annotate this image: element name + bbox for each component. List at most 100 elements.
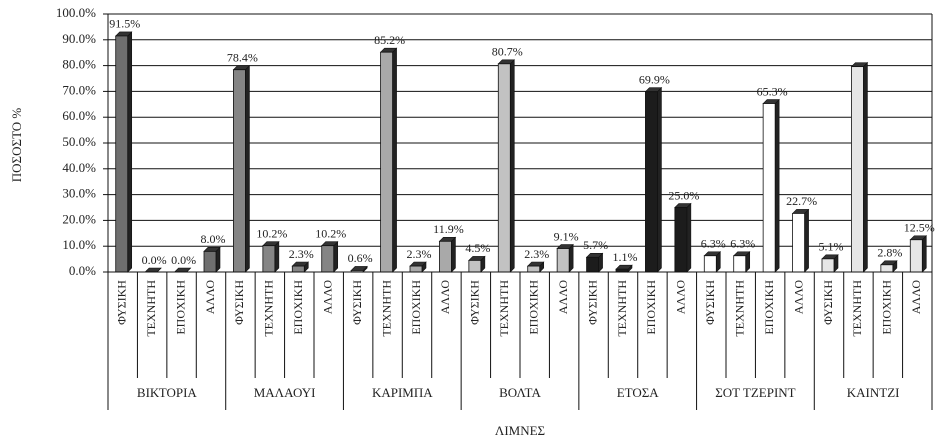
group-label: ΒΙΚΤΟΡΙΑ [137,385,197,400]
x-tick-label: ΦΥΣΙΚΗ [468,280,482,325]
bar [703,255,717,273]
data-label: 2.3% [289,247,314,261]
x-axis-label: ΛΙΜΝΕΣ [495,423,545,438]
bar [233,69,246,273]
bar-side [863,61,868,273]
bar [762,103,776,273]
x-tick-label: ΕΠΟΧΙΚΗ [526,280,540,335]
x-tick-label: ΦΥΣΙΚΗ [821,280,835,325]
x-tick-label: ΕΠΟΧΙΚΗ [173,280,187,335]
bar-side [657,86,662,273]
data-label: 25.0% [668,188,699,202]
data-label: 11.9% [433,222,464,236]
bar [792,213,805,273]
x-tick-label: ΑΛΛΟ [909,280,923,315]
data-label: 80.7% [492,45,523,59]
bar-side [274,240,280,273]
x-tick-label: ΑΛΛΟ [320,280,334,315]
x-tick-label: ΦΥΣΙΚΗ [585,280,599,325]
x-tick-label: ΕΠΟΧΙΚΗ [762,280,776,335]
bar-top [173,267,192,273]
bar-side [774,98,780,273]
data-label: 22.7% [786,194,817,208]
data-label: 1.1% [613,250,638,264]
group-label: ΚΑΡΙΜΠΑ [372,385,433,400]
data-label: 78.4% [227,50,258,64]
group-label: ΜΑΛΑΟΥΙ [254,385,316,400]
data-label: 5.7% [583,238,608,252]
x-tick-label: ΑΛΛΟ [438,280,452,315]
x-tick-label: ΤΕΧΝΗΤΗ [379,280,393,337]
data-label: 9.1% [554,229,579,243]
bar [733,255,747,273]
bar [291,265,305,273]
bar [321,245,335,273]
bar-side [509,59,515,273]
data-label: 0.0% [142,253,167,267]
y-tick-label: 40.0% [62,160,96,175]
group-label: ΣΟΤ ΤΖΕΡΙΝΤ [715,385,795,400]
bar-side [921,235,927,273]
bar [527,265,541,273]
data-label: 2.3% [407,247,432,261]
x-tick-label: ΕΠΟΧΙΚΗ [880,280,894,335]
x-tick-label: ΤΕΧΝΗΤΗ [144,280,158,337]
bar [645,91,658,273]
bar-side [451,236,456,273]
data-label: 10.2% [315,226,346,240]
bar [909,239,923,273]
bar [821,258,835,273]
bar [880,264,894,273]
bar-side [686,202,692,273]
x-tick-label: ΑΛΛΟ [791,280,805,315]
data-label: 10.2% [256,226,287,240]
bar-side [568,243,574,273]
bar-top [144,267,162,273]
data-label: 4.5% [465,241,490,255]
data-label: 2.3% [524,247,549,261]
y-tick-label: 60.0% [62,108,96,123]
data-label: 12.5% [904,221,935,235]
y-tick-label: 70.0% [62,82,96,97]
bar [262,245,276,273]
y-tick-label: 0.0% [69,263,96,278]
data-label: 8.0% [201,232,226,246]
x-tick-label: ΤΕΧΝΗΤΗ [262,280,276,337]
x-tick-label: ΤΕΧΝΗΤΗ [497,280,511,337]
bar-side [333,240,339,273]
x-tick-label: ΦΥΣΙΚΗ [350,280,364,325]
x-tick-label: ΤΕΧΝΗΤΗ [850,280,864,337]
x-tick-label: ΦΥΣΙΚΗ [703,280,717,325]
bar [409,265,423,273]
data-label: 6.3% [730,236,755,250]
data-label: 6.3% [701,236,726,250]
bar [380,51,393,273]
y-tick-label: 20.0% [62,211,96,226]
x-tick-label: ΦΥΣΙΚΗ [114,280,128,325]
data-label: 91.5% [109,17,140,31]
data-label: 69.9% [639,72,670,86]
data-label: 85.2% [374,33,405,47]
bar [203,250,217,273]
data-label: 0.6% [348,251,373,265]
y-tick-label: 100.0% [56,5,96,20]
x-tick-label: ΤΕΧΝΗΤΗ [615,280,629,337]
y-tick-label: 80.0% [62,57,96,72]
bar-side [127,31,133,273]
y-tick-label: 10.0% [62,237,96,252]
x-tick-label: ΕΠΟΧΙΚΗ [644,280,658,335]
x-tick-label: ΑΛΛΟ [203,280,217,315]
y-tick-label: 50.0% [62,134,96,149]
group-label: ΕΤΟΣΑ [617,385,660,400]
group-label: ΒΟΛΤΑ [499,385,541,400]
x-tick-label: ΑΛΛΟ [674,280,688,315]
bar [439,240,452,273]
x-tick-label: ΑΛΛΟ [556,280,570,315]
bar [468,259,482,273]
bar-side [392,47,397,273]
bar-side [804,208,809,273]
bar [556,248,570,273]
bar [497,63,511,273]
bar-side [245,65,250,273]
